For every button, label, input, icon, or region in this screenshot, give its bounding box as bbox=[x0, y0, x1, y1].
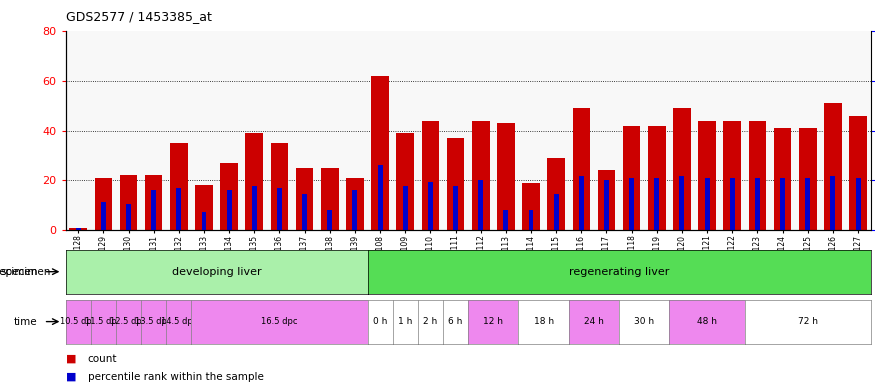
Bar bbox=[270, 143, 288, 230]
Bar bbox=[321, 168, 339, 230]
Bar bbox=[497, 123, 514, 230]
Bar bbox=[472, 121, 489, 230]
Bar bbox=[353, 190, 357, 230]
Text: 72 h: 72 h bbox=[798, 317, 818, 326]
Bar bbox=[623, 126, 640, 230]
Bar bbox=[680, 177, 684, 230]
Text: 12.5 dpc: 12.5 dpc bbox=[110, 317, 147, 326]
Text: 12 h: 12 h bbox=[483, 317, 503, 326]
Bar bbox=[101, 202, 106, 230]
Bar bbox=[629, 179, 634, 230]
Bar bbox=[371, 76, 388, 230]
Bar bbox=[479, 180, 483, 230]
Bar bbox=[730, 179, 735, 230]
Bar bbox=[378, 164, 382, 230]
Bar bbox=[126, 204, 131, 230]
Bar bbox=[780, 179, 785, 230]
Text: 16.5 dpc: 16.5 dpc bbox=[262, 317, 298, 326]
Text: 13.5 dpc: 13.5 dpc bbox=[136, 317, 172, 326]
Bar bbox=[528, 210, 534, 230]
Bar bbox=[572, 108, 590, 230]
Bar bbox=[346, 178, 364, 230]
Bar bbox=[749, 121, 766, 230]
Bar bbox=[604, 180, 609, 230]
Text: 18 h: 18 h bbox=[534, 317, 554, 326]
Text: 11.5 dpc: 11.5 dpc bbox=[85, 317, 122, 326]
Bar bbox=[177, 189, 181, 230]
Bar bbox=[522, 183, 540, 230]
Bar bbox=[76, 228, 80, 230]
Text: time: time bbox=[14, 316, 38, 327]
Bar bbox=[94, 178, 112, 230]
Bar bbox=[201, 212, 206, 230]
Bar bbox=[151, 190, 156, 230]
Bar bbox=[422, 121, 439, 230]
Bar bbox=[69, 228, 87, 230]
Text: 14.5 dpc: 14.5 dpc bbox=[161, 317, 197, 326]
Bar bbox=[327, 210, 332, 230]
Text: count: count bbox=[88, 354, 117, 364]
Text: ■: ■ bbox=[66, 354, 76, 364]
Text: 0 h: 0 h bbox=[373, 317, 388, 326]
Bar bbox=[252, 187, 256, 230]
Bar bbox=[296, 168, 313, 230]
Text: specimen: specimen bbox=[0, 266, 38, 277]
Bar bbox=[755, 179, 760, 230]
Bar bbox=[453, 187, 458, 230]
Bar bbox=[704, 179, 710, 230]
Text: regenerating liver: regenerating liver bbox=[569, 266, 669, 277]
Bar bbox=[503, 210, 508, 230]
Text: GDS2577 / 1453385_at: GDS2577 / 1453385_at bbox=[66, 10, 212, 23]
Bar bbox=[579, 177, 584, 230]
Bar bbox=[277, 189, 282, 230]
Text: 6 h: 6 h bbox=[448, 317, 463, 326]
Bar bbox=[302, 194, 307, 230]
Bar bbox=[428, 182, 433, 230]
Bar bbox=[120, 175, 137, 230]
Bar bbox=[402, 187, 408, 230]
Text: 10.5 dpc: 10.5 dpc bbox=[60, 317, 96, 326]
Text: 2 h: 2 h bbox=[424, 317, 438, 326]
Bar bbox=[698, 121, 716, 230]
Text: specimen: specimen bbox=[0, 266, 51, 277]
Bar bbox=[654, 179, 659, 230]
Text: percentile rank within the sample: percentile rank within the sample bbox=[88, 372, 263, 382]
Bar bbox=[805, 179, 810, 230]
Bar bbox=[850, 116, 867, 230]
Text: developing liver: developing liver bbox=[172, 266, 262, 277]
Text: 1 h: 1 h bbox=[398, 317, 412, 326]
Bar bbox=[830, 177, 836, 230]
Bar bbox=[724, 121, 741, 230]
Bar bbox=[774, 128, 791, 230]
Bar bbox=[548, 158, 565, 230]
Bar bbox=[554, 194, 558, 230]
Bar bbox=[195, 185, 213, 230]
Bar bbox=[648, 126, 666, 230]
Text: 48 h: 48 h bbox=[697, 317, 717, 326]
Bar bbox=[824, 103, 842, 230]
Bar bbox=[246, 133, 263, 230]
Text: 30 h: 30 h bbox=[634, 317, 654, 326]
Bar bbox=[170, 143, 187, 230]
Bar bbox=[220, 163, 238, 230]
Bar bbox=[799, 128, 816, 230]
Bar bbox=[598, 170, 615, 230]
Bar bbox=[145, 175, 163, 230]
Bar bbox=[447, 138, 465, 230]
Bar bbox=[673, 108, 690, 230]
Bar bbox=[856, 179, 860, 230]
Bar bbox=[227, 190, 232, 230]
Text: 24 h: 24 h bbox=[584, 317, 604, 326]
Text: ■: ■ bbox=[66, 372, 76, 382]
Bar bbox=[396, 133, 414, 230]
